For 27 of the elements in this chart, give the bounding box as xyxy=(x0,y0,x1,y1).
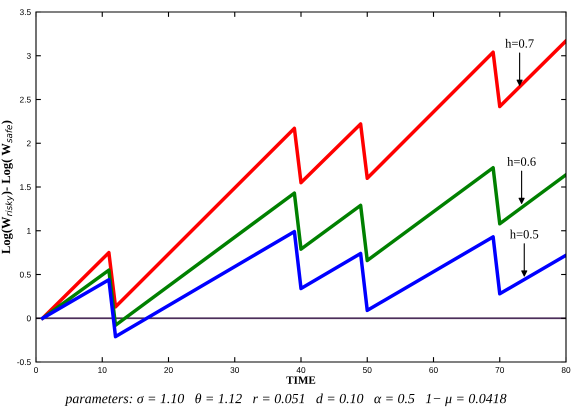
annotation: h=0.7 xyxy=(505,38,534,48)
x-axis-title: TIME xyxy=(286,376,316,384)
line-series xyxy=(40,230,566,338)
x-tick-label: 80 xyxy=(562,367,570,373)
y-axis-title: Log(W$_{risky}$)- Log( W$_{safe}$) xyxy=(1,120,14,254)
y-tick-label: -0.5 xyxy=(17,359,31,366)
y-tick-label: 0.5 xyxy=(20,272,31,278)
line-series xyxy=(40,39,566,320)
line-series xyxy=(40,166,566,327)
x-tick-label: 0 xyxy=(34,367,38,373)
y-tick-label: 0 xyxy=(26,315,31,322)
y-tick-label: 2 xyxy=(26,140,31,146)
text: parameters: σ = 1.10 θ = 1.12 r = 0.051 d = 0.10 α = 0.5 1− μ = 0.0418 xyxy=(64,393,506,406)
x-tick-label: 50 xyxy=(362,367,372,373)
x-tick-label: 40 xyxy=(296,367,306,373)
y-tick-label: 3.5 xyxy=(20,9,31,16)
x-tick-label: 10 xyxy=(98,367,107,373)
y-tick-label: 1 xyxy=(27,228,31,234)
y-tick-label: 2.5 xyxy=(20,96,31,103)
annotation: h=0.6 xyxy=(507,157,536,166)
y-tick-label: 3 xyxy=(26,52,31,59)
x-tick-label: 60 xyxy=(429,367,438,373)
x-tick-label: 30 xyxy=(230,367,240,373)
x-tick-label: 70 xyxy=(496,367,504,373)
x-tick-label: 20 xyxy=(164,367,173,373)
y-tick-label: 1.5 xyxy=(20,184,31,190)
annotation: h=0.5 xyxy=(510,230,538,239)
